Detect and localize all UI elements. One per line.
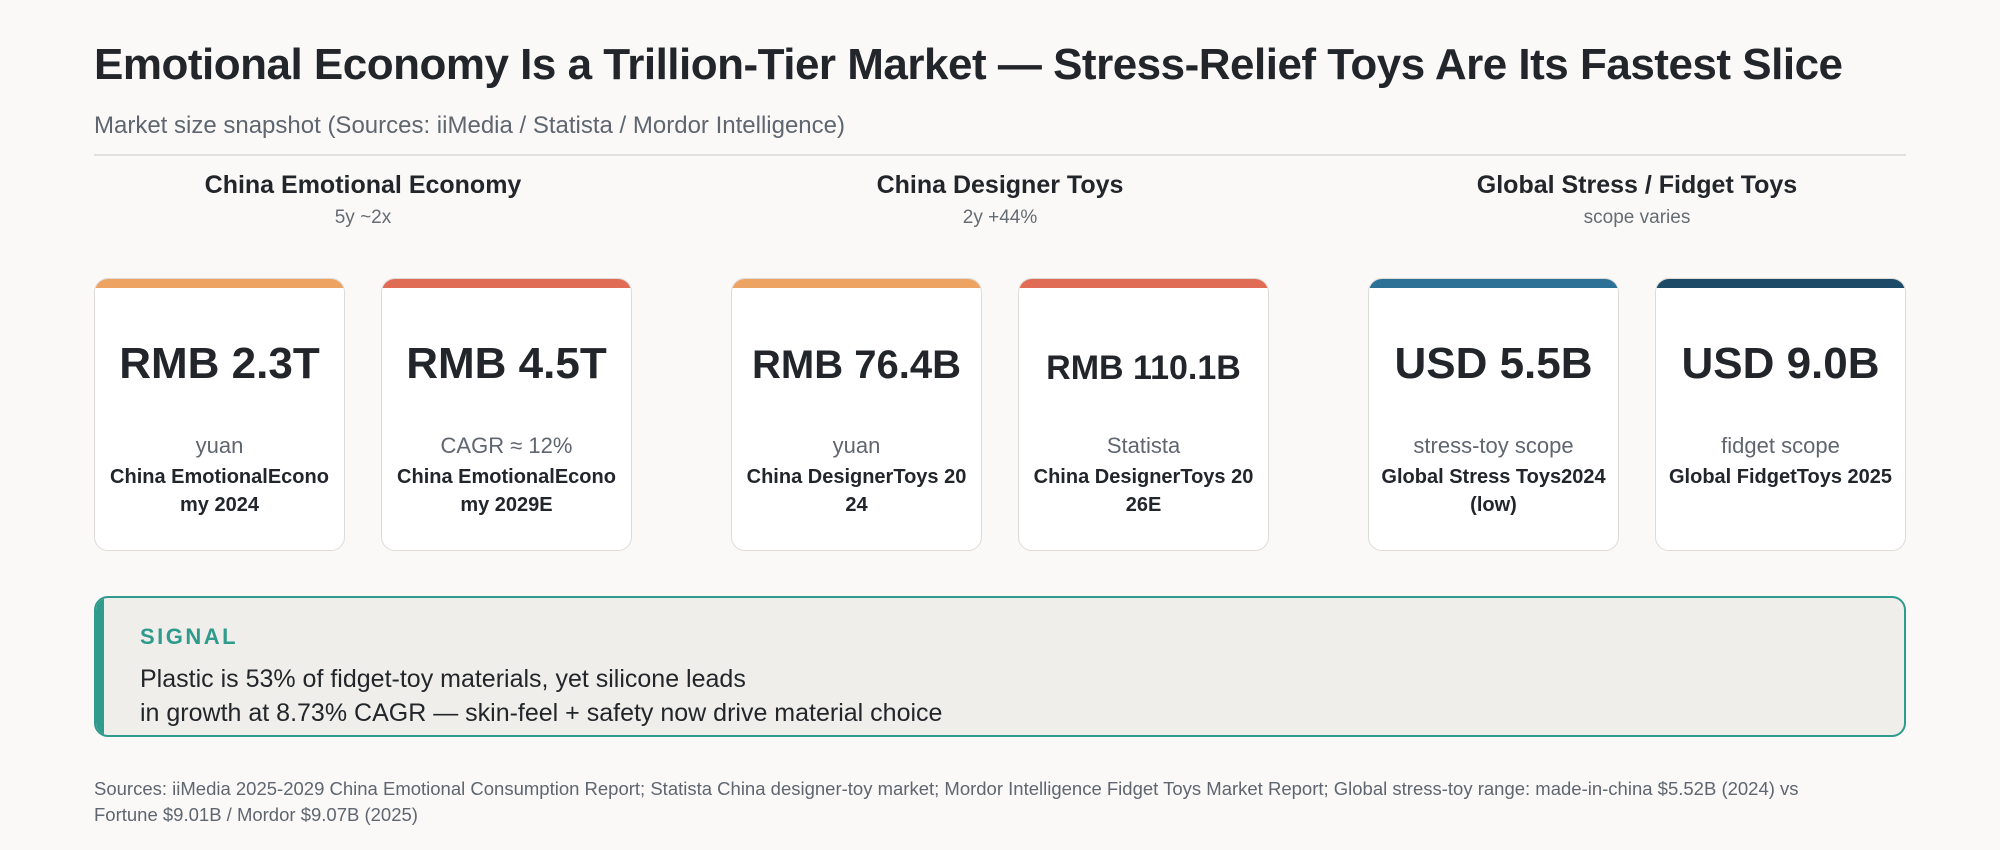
card-value: RMB 76.4B xyxy=(752,343,961,387)
card-accent-bar xyxy=(95,279,344,288)
stat-card: RMB 110.1B Statista China DesignerToys 2… xyxy=(1018,278,1269,551)
card-unit: Statista xyxy=(1106,433,1181,458)
card-accent-bar xyxy=(1656,279,1905,288)
card-label: Global Stress Toys2024 (low) xyxy=(1381,466,1606,516)
stat-card: RMB 4.5T CAGR ≈ 12% China EmotionalEcono… xyxy=(381,278,632,551)
group-global-stress-fidget-toys: Global Stress / Fidget Toys scope varies xyxy=(1368,168,1906,230)
group-note: 5y ~2x xyxy=(334,207,392,228)
card-label: China EmotionalEconomy 2024 xyxy=(110,466,329,516)
card-unit: fidget scope xyxy=(1721,433,1840,458)
group-china-emotional-economy: China Emotional Economy 5y ~2x xyxy=(94,168,632,230)
card-value: RMB 4.5T xyxy=(406,339,607,388)
card-accent-bar xyxy=(732,279,981,288)
signal-text: Plastic is 53% of fidget-toy materials, … xyxy=(140,662,1864,730)
header-divider xyxy=(94,154,1906,156)
card-accent-bar xyxy=(1369,279,1618,288)
page-subtitle: Market size snapshot (Sources: iiMedia /… xyxy=(94,112,845,139)
signal-accent-bar xyxy=(96,598,104,735)
card-accent-bar xyxy=(1019,279,1268,288)
card-unit: stress-toy scope xyxy=(1413,433,1574,458)
group-note: scope varies xyxy=(1583,207,1691,228)
page-title: Emotional Economy Is a Trillion-Tier Mar… xyxy=(94,40,1843,89)
signal-line: in growth at 8.73% CAGR — skin-feel + sa… xyxy=(140,699,943,727)
card-accent-bar xyxy=(382,279,631,288)
card-value: USD 5.5B xyxy=(1394,339,1593,388)
card-label: China DesignerToys 2024 xyxy=(746,466,967,516)
card-value: RMB 110.1B xyxy=(1046,349,1241,387)
card-label: Global FidgetToys 2025 xyxy=(1668,466,1893,488)
signal-callout: SIGNAL Plastic is 53% of fidget-toy mate… xyxy=(94,596,1906,737)
stat-card: RMB 2.3T yuan China EmotionalEconomy 202… xyxy=(94,278,345,551)
group-title: Global Stress / Fidget Toys xyxy=(1476,171,1798,199)
signal-line: Plastic is 53% of fidget-toy materials, … xyxy=(140,665,746,693)
stat-card: USD 5.5B stress-toy scope Global Stress … xyxy=(1368,278,1619,551)
card-label: China DesignerToys 2026E xyxy=(1033,466,1254,516)
card-label: China EmotionalEconomy 2029E xyxy=(397,466,616,516)
stat-card: USD 9.0B fidget scope Global FidgetToys … xyxy=(1655,278,1906,551)
group-title: China Designer Toys xyxy=(876,171,1124,199)
stat-card: RMB 76.4B yuan China DesignerToys 2024 xyxy=(731,278,982,551)
card-value: RMB 2.3T xyxy=(119,339,320,388)
group-title: China Emotional Economy xyxy=(204,171,522,199)
card-unit: CAGR ≈ 12% xyxy=(440,433,573,458)
card-unit: yuan xyxy=(195,433,244,458)
group-note: 2y +44% xyxy=(962,207,1038,228)
sources-footnote: Sources: iiMedia 2025-2029 China Emotion… xyxy=(94,778,1799,825)
signal-heading: SIGNAL xyxy=(140,624,239,649)
card-value: USD 9.0B xyxy=(1681,339,1880,388)
group-china-designer-toys: China Designer Toys 2y +44% xyxy=(731,168,1269,230)
card-unit: yuan xyxy=(832,433,881,458)
